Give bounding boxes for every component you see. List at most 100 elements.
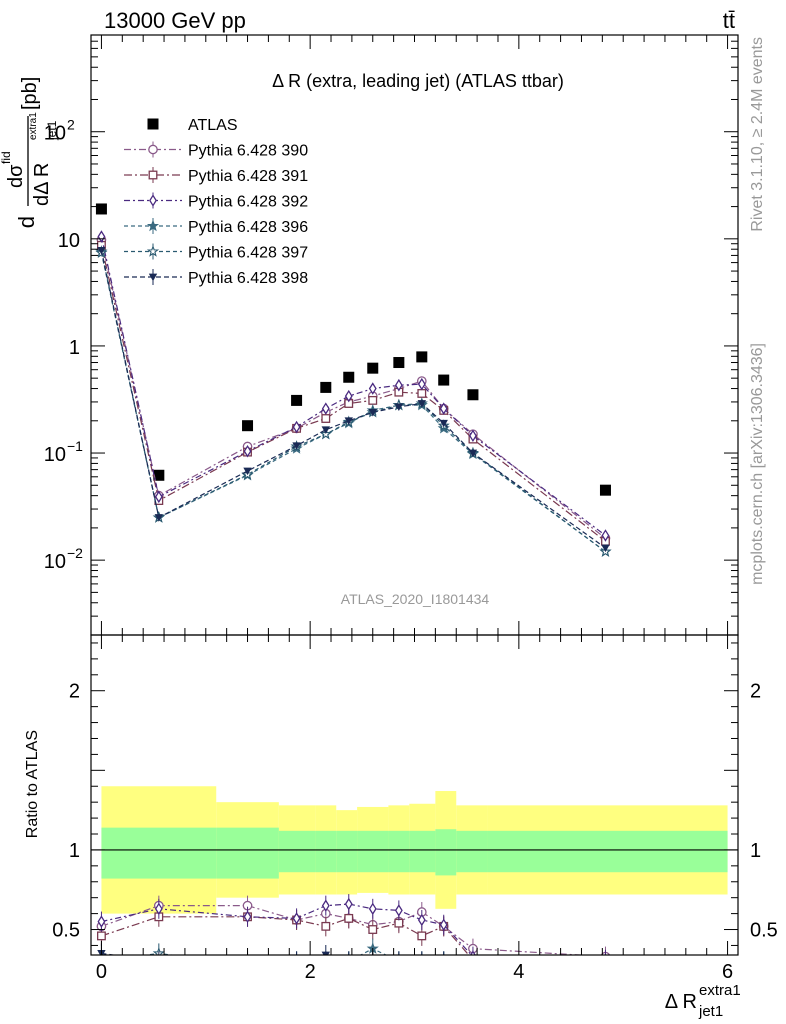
- ratio-point: [296, 954, 297, 955]
- x-tick-label: 0: [96, 961, 107, 983]
- data-point: [467, 389, 479, 401]
- y-tick-label: 1: [69, 337, 80, 359]
- data-point: [368, 382, 377, 395]
- uncertainty-band-inner: [101, 827, 217, 879]
- ratio-point: [421, 954, 422, 955]
- ratio-series-3: [100, 938, 610, 969]
- data-point: [394, 403, 404, 412]
- data-point: [417, 400, 427, 408]
- ratio-point: [601, 960, 610, 969]
- data-point: [368, 395, 378, 405]
- data-point: [439, 419, 448, 428]
- legend-marker: [149, 194, 157, 207]
- ratio-point: [443, 954, 444, 955]
- data-point: [417, 389, 427, 398]
- data-point: [439, 402, 448, 415]
- ratio-y-tick-label-right: 0.5: [750, 920, 778, 942]
- ratio-point: [369, 958, 377, 966]
- energy-label: 13000 GeV pp: [104, 8, 246, 33]
- uncertainty-band-inner: [278, 830, 316, 873]
- ratio-point: [243, 958, 251, 966]
- ratio-point: [155, 958, 163, 966]
- ratio-point: [394, 918, 404, 928]
- data-point: [292, 420, 301, 434]
- ratio-point: [601, 960, 610, 969]
- y-tick-label-exp: −1: [67, 438, 83, 454]
- series-6: [97, 247, 610, 553]
- ratio-point: [321, 921, 331, 931]
- data-point: [243, 444, 252, 458]
- data-point: [343, 371, 355, 383]
- data-point: [97, 247, 106, 255]
- legend-label: Pythia 6.428 390: [188, 143, 308, 160]
- legend-label: Pythia 6.428 391: [188, 168, 308, 185]
- ratio-point: [468, 960, 477, 969]
- series-3: [97, 230, 610, 542]
- data-point: [393, 357, 405, 369]
- ratio-point: [469, 961, 477, 969]
- series-line: [100, 250, 606, 549]
- ratio-point: [158, 954, 159, 955]
- ratio-axes: 0.5 0.5 1 1 2 2 0 2 4 6: [52, 634, 778, 983]
- ratio-point: [602, 958, 610, 966]
- ratio-point: [344, 913, 354, 923]
- data-point: [154, 490, 163, 504]
- ratio-point: [368, 925, 378, 934]
- process-label: tt̄: [723, 8, 735, 33]
- ratio-point: [469, 956, 477, 964]
- y-tick-label: 10: [44, 123, 66, 145]
- uncertainty-band-inner: [409, 830, 436, 873]
- ratio-point: [243, 960, 252, 969]
- data-point: [95, 203, 107, 215]
- ratio-point: [97, 931, 106, 941]
- data-point: [243, 467, 252, 476]
- ratio-point: [394, 904, 403, 917]
- ratio-point: [348, 954, 349, 955]
- ratio-series-5: [97, 943, 606, 969]
- ratio-point: [296, 954, 297, 955]
- y-tick-label: 10: [44, 551, 66, 573]
- ratio-point: [292, 958, 300, 966]
- uncertainty-band-inner: [388, 830, 410, 873]
- data-point: [417, 377, 426, 391]
- y-tick-label: 10: [58, 230, 80, 252]
- rivet-label: Rivet 3.1.10, ≥ 2.4M events: [749, 37, 766, 232]
- plot-title: Δ R (extra, leading jet) (ATLAS ttbar): [272, 71, 564, 91]
- legend-marker: [147, 118, 159, 130]
- data-point: [367, 362, 379, 374]
- data-point: [468, 449, 478, 458]
- ratio-plot-area: [91, 786, 738, 969]
- x-axis-label-sub: jet1: [698, 1003, 723, 1020]
- ratio-point: [440, 958, 448, 966]
- legend-marker: [146, 245, 160, 257]
- ratio-point: [418, 958, 426, 966]
- data-point: [320, 381, 332, 393]
- x-tick-label: 6: [722, 961, 733, 983]
- legend-label: Pythia 6.428 398: [188, 270, 308, 287]
- ratio-y-tick-label: 2: [69, 681, 80, 703]
- data-point: [438, 374, 450, 386]
- ratio-point: [243, 910, 252, 924]
- x-axis-label: Δ R jet1 extra1: [665, 982, 741, 1020]
- x-axis-label-main: Δ R: [665, 991, 697, 1013]
- ratio-point: [154, 902, 163, 916]
- data-point: [601, 529, 610, 542]
- ratio-line: [101, 916, 470, 955]
- ratio-series-2: [97, 894, 607, 955]
- y-tick-label-exp: 2: [67, 117, 75, 133]
- ratio-point: [368, 902, 377, 916]
- data-point: [292, 442, 301, 450]
- ratio-point: [325, 954, 326, 955]
- ratio-point: [398, 954, 399, 955]
- legend-label: Pythia 6.428 396: [188, 219, 308, 236]
- ratio-point: [468, 960, 477, 969]
- ratio-point: [417, 931, 427, 941]
- data-point: [344, 417, 353, 425]
- data-point: [599, 484, 611, 496]
- ratio-point: [604, 953, 607, 955]
- series-line: [100, 239, 606, 539]
- legend-label: Pythia 6.428 392: [188, 194, 308, 211]
